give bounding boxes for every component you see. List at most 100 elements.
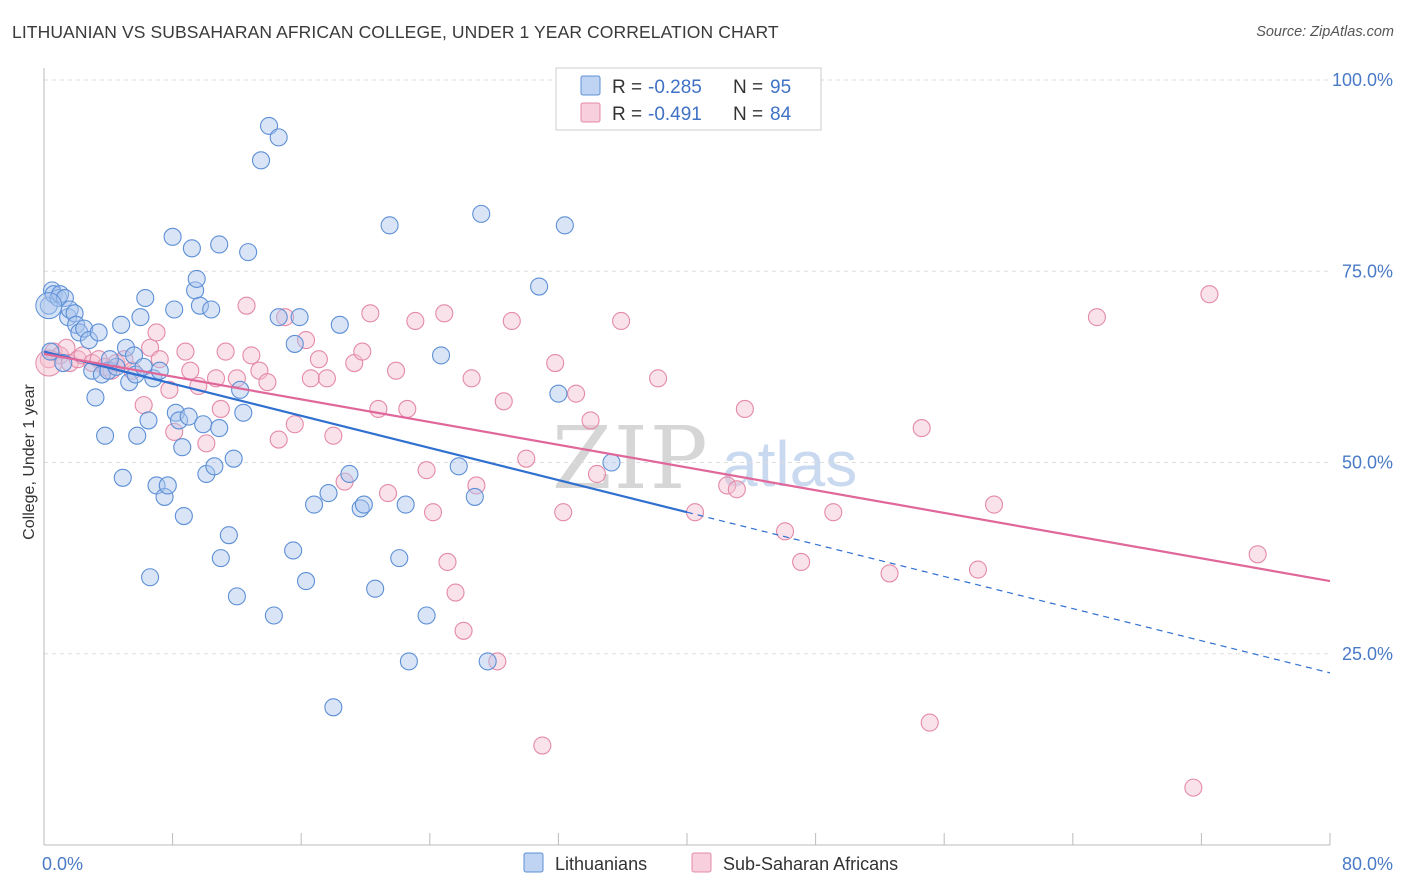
data-point-lithuanian	[205, 457, 224, 476]
data-point-sub-saharan	[317, 369, 336, 388]
data-point-lithuanian	[219, 526, 238, 545]
data-point-sub-saharan	[147, 323, 166, 342]
data-point-lithuanian	[158, 476, 177, 495]
data-point-sub-saharan	[242, 346, 261, 365]
data-point-lithuanian	[35, 292, 63, 320]
y-axis-label: College, Under 1 year	[21, 384, 38, 540]
watermark-atlas: atlas	[722, 428, 857, 500]
correlation-legend: R = -0.285 N = 95 R = -0.491 N = 84	[555, 67, 822, 131]
y-tick-labels: 25.0% 50.0% 75.0% 100.0%	[1332, 70, 1393, 664]
series-sub-saharan-africans	[35, 285, 1267, 797]
data-point-lithuanian	[89, 323, 108, 342]
chart-source: Source: ZipAtlas.com	[1256, 24, 1394, 40]
data-point-lithuanian	[75, 319, 94, 338]
data-point-sub-saharan	[237, 296, 256, 315]
data-point-sub-saharan	[735, 399, 754, 419]
data-point-sub-saharan	[454, 621, 473, 640]
data-point-sub-saharan	[435, 304, 454, 323]
x-tick-labels: 0.0% 80.0%	[42, 854, 1393, 874]
data-point-sub-saharan	[446, 583, 465, 602]
data-point-lithuanian	[112, 315, 131, 334]
data-point-sub-saharan	[285, 415, 304, 434]
data-point-sub-saharan	[517, 449, 536, 468]
data-point-sub-saharan	[824, 503, 843, 522]
data-point-lithuanian	[449, 457, 468, 476]
legend-n-value: 84	[770, 104, 792, 125]
data-point-sub-saharan	[176, 342, 195, 361]
data-point-lithuanian	[227, 587, 246, 606]
data-point-sub-saharan	[554, 503, 573, 522]
data-point-sub-saharan	[406, 311, 425, 331]
data-point-lithuanian	[173, 438, 192, 457]
data-point-lithuanian	[354, 495, 373, 514]
data-point-sub-saharan	[309, 350, 328, 369]
watermark: ZIP atlas	[552, 409, 857, 509]
legend-label-lithuanians: Lithuanians	[555, 854, 647, 874]
data-point-lithuanian	[234, 403, 253, 422]
data-point-lithuanian	[269, 308, 288, 327]
data-point-lithuanian	[211, 549, 230, 568]
trend-line-lithuanians	[43, 350, 688, 514]
data-point-lithuanian	[465, 487, 484, 506]
data-point-lithuanian	[549, 384, 568, 403]
data-point-lithuanian	[65, 304, 84, 323]
data-point-sub-saharan	[301, 369, 320, 388]
data-point-lithuanian	[96, 426, 115, 445]
data-point-sub-saharan	[649, 369, 668, 388]
data-point-sub-saharan	[488, 652, 507, 671]
data-point-sub-saharan	[727, 480, 746, 499]
data-point-lithuanian	[182, 239, 201, 258]
data-point-lithuanian	[290, 308, 309, 327]
legend-n-value: 95	[770, 77, 791, 98]
data-point-lithuanian	[602, 453, 621, 472]
data-point-lithuanian	[165, 300, 184, 319]
trend-line-lithuanians-extrapolated	[686, 511, 1331, 674]
data-point-sub-saharan	[378, 484, 398, 503]
data-point-sub-saharan	[134, 396, 153, 415]
data-point-lithuanian	[136, 288, 155, 308]
chart-title: LITHUANIAN VS SUBSAHARAN AFRICAN COLLEGE…	[12, 22, 779, 42]
data-point-sub-saharan	[587, 464, 607, 484]
data-point-sub-saharan	[880, 564, 899, 583]
data-point-lithuanian	[390, 549, 409, 568]
data-point-lithuanian	[296, 572, 316, 591]
data-point-lithuanian	[128, 426, 147, 445]
data-point-sub-saharan	[467, 476, 486, 495]
data-point-lithuanian	[340, 464, 359, 484]
y-tick-label: 75.0%	[1342, 261, 1393, 281]
data-point-sub-saharan	[296, 331, 316, 350]
y-tick-label: 100.0%	[1332, 70, 1393, 90]
data-point-lithuanian	[79, 331, 99, 350]
data-point-lithuanian	[187, 269, 206, 288]
data-point-lithuanian	[190, 296, 209, 315]
data-point-sub-saharan	[438, 552, 457, 572]
series-lithuanians	[35, 116, 621, 717]
data-point-sub-saharan	[1248, 545, 1267, 564]
data-point-lithuanian	[251, 151, 271, 170]
legend-n-label: N =	[733, 77, 763, 98]
data-point-lithuanian	[305, 495, 324, 514]
data-point-sub-saharan	[494, 392, 513, 411]
data-point-sub-saharan	[912, 419, 931, 438]
data-point-lithuanian	[396, 495, 415, 514]
data-point-sub-saharan	[502, 311, 521, 331]
series-legend: Lithuanians Sub-Saharan Africans	[523, 852, 898, 874]
y-tick-label: 50.0%	[1342, 453, 1393, 473]
trend-lines	[43, 350, 1331, 674]
data-point-sub-saharan	[324, 426, 343, 445]
data-point-lithuanian	[179, 407, 198, 426]
data-point-sub-saharan	[197, 434, 216, 453]
data-point-sub-saharan	[581, 411, 600, 430]
data-point-lithuanian	[324, 698, 343, 717]
legend-n-label: N =	[733, 104, 763, 125]
data-point-lithuanian	[530, 277, 549, 296]
data-point-sub-saharan	[920, 713, 939, 732]
data-point-lithuanian	[131, 308, 150, 327]
legend-swatch-sub-saharan	[691, 852, 712, 873]
data-point-sub-saharan	[361, 304, 380, 323]
trend-line-sub-saharan	[43, 352, 1331, 583]
data-point-lithuanian	[174, 506, 193, 526]
data-point-sub-saharan	[211, 399, 230, 419]
axes	[43, 68, 1331, 846]
data-point-sub-saharan	[1087, 308, 1106, 327]
